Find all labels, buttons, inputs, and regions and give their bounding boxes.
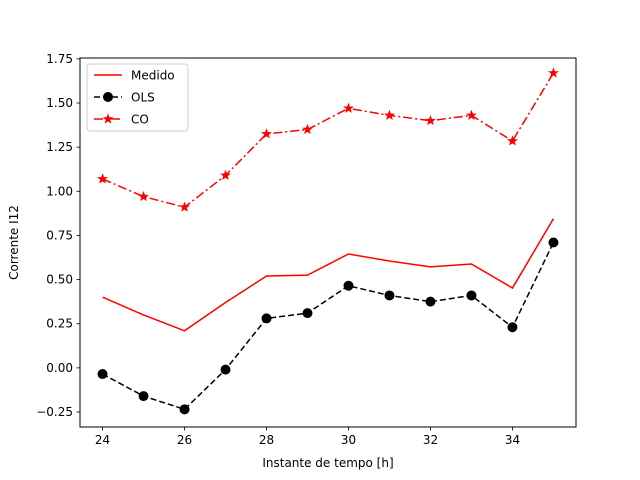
series-ols bbox=[97, 237, 559, 415]
y-tick-label: −0.25 bbox=[36, 405, 73, 419]
data-point bbox=[261, 313, 272, 324]
data-point bbox=[384, 290, 395, 301]
data-point bbox=[343, 280, 354, 291]
data-point bbox=[302, 123, 313, 135]
x-tick-label: 26 bbox=[177, 433, 192, 447]
y-axis-label: Corrente I12 bbox=[7, 205, 21, 280]
y-tick-label: 1.50 bbox=[46, 96, 73, 110]
legend-entry: Medido bbox=[94, 69, 175, 83]
x-tick-label: 32 bbox=[423, 433, 438, 447]
x-tick-label: 24 bbox=[95, 433, 110, 447]
x-tick-label: 30 bbox=[341, 433, 356, 447]
data-point bbox=[97, 369, 108, 380]
data-point bbox=[507, 135, 518, 146]
legend-box bbox=[86, 63, 189, 132]
data-point bbox=[97, 173, 108, 184]
legend-label: OLS bbox=[131, 91, 155, 105]
x-tick-label: 28 bbox=[259, 433, 274, 447]
legend: Medido OLS CO bbox=[86, 63, 189, 132]
series-line bbox=[102, 72, 555, 209]
data-point bbox=[548, 67, 559, 78]
data-point bbox=[384, 109, 395, 120]
y-axis: −0.25 0.00 0.25 0.50 0.75 1.00 1.25 1.50 1.75 bbox=[36, 52, 80, 419]
series-co bbox=[97, 67, 559, 212]
data-point bbox=[261, 128, 272, 139]
legend-entry: CO bbox=[94, 113, 149, 127]
data-point bbox=[138, 391, 149, 402]
series-medido bbox=[102, 218, 555, 332]
legend-label: Medido bbox=[131, 69, 175, 83]
legend-label: CO bbox=[131, 113, 149, 127]
data-point bbox=[179, 404, 190, 415]
data-point bbox=[302, 308, 313, 319]
legend-marker bbox=[102, 113, 114, 124]
data-point bbox=[179, 201, 190, 212]
y-tick-label: 0.25 bbox=[46, 317, 73, 331]
series-line bbox=[102, 242, 555, 411]
y-tick-label: 0.75 bbox=[46, 228, 73, 242]
data-point bbox=[220, 364, 231, 375]
y-tick-label: 0.50 bbox=[46, 273, 73, 287]
data-point bbox=[220, 169, 231, 180]
data-point bbox=[466, 290, 477, 301]
y-tick-label: 0.00 bbox=[46, 361, 73, 375]
data-point bbox=[425, 115, 436, 126]
data-point bbox=[548, 237, 559, 248]
data-point bbox=[138, 190, 149, 202]
data-point bbox=[466, 109, 477, 120]
plot-frame bbox=[79, 57, 577, 428]
y-tick-label: 1.00 bbox=[46, 184, 73, 198]
data-point bbox=[343, 102, 354, 113]
series-layer bbox=[97, 67, 559, 415]
x-axis-label: Instante de tempo [h] bbox=[262, 456, 393, 470]
data-point bbox=[425, 296, 436, 307]
x-axis: 24 26 28 30 32 34 bbox=[95, 427, 520, 447]
y-tick-label: 1.25 bbox=[46, 140, 73, 154]
data-point bbox=[507, 322, 518, 333]
series-line bbox=[102, 218, 555, 332]
y-tick-label: 1.75 bbox=[46, 52, 73, 66]
x-tick-label: 34 bbox=[505, 433, 520, 447]
legend-marker bbox=[103, 92, 113, 102]
legend-entry: OLS bbox=[94, 91, 155, 105]
